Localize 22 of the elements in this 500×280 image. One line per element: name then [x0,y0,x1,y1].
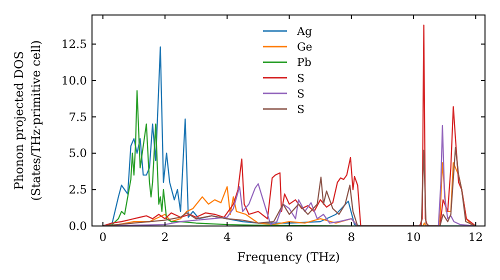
x-tick-label: 8 [348,230,356,244]
legend-label: S [297,87,305,100]
x-tick-label: 0 [99,230,107,244]
x-tick-label: 10 [406,230,421,244]
y-tick-label: 7.5 [68,110,87,124]
y-tick-label: 2.5 [68,182,87,197]
x-tick-label: 12 [468,230,483,244]
x-tick-label: 2 [161,230,169,244]
legend-label: Ag [296,25,312,38]
line-series [102,146,476,226]
legend-label: Ge [297,40,312,54]
y-tick-label: 10.0 [61,73,87,88]
legend-label: Pb [297,56,312,70]
y-tick-label: 12.5 [61,37,87,52]
y-axis-title: Phonon projected DOS (States/THz·primitive cell) [12,40,43,201]
y-tick-label: 5.0 [68,146,87,160]
legend-label: S [297,72,305,85]
x-axis-title: Frequency (THz) [237,250,340,264]
x-tick-label: 4 [223,230,231,244]
y-tick-label: 0.0 [68,219,87,233]
x-tick-label: 6 [286,230,293,244]
legend-label: S [297,103,305,116]
